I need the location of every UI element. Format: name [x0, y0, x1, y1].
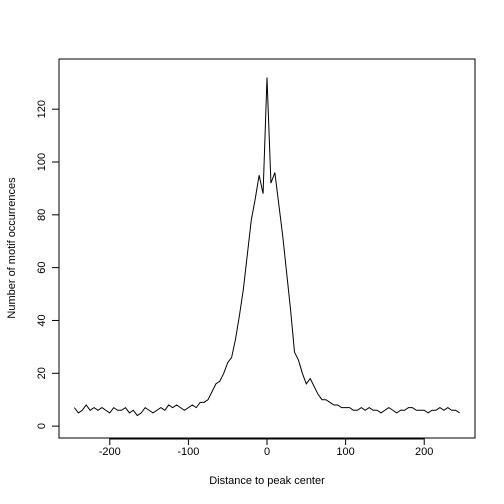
- y-tick-label: 120: [36, 100, 48, 118]
- x-tick-label: 200: [415, 446, 433, 458]
- y-tick-label: 60: [36, 262, 48, 274]
- x-tick-label: -200: [99, 446, 121, 458]
- x-tick-label: -100: [177, 446, 199, 458]
- x-axis-label: Distance to peak center: [209, 475, 325, 487]
- data-line: [74, 77, 460, 417]
- y-tick-label: 0: [36, 423, 48, 429]
- y-tick-label: 100: [36, 153, 48, 171]
- x-tick-label: 100: [336, 446, 354, 458]
- x-tick-label: 0: [264, 446, 270, 458]
- y-axis-label: Number of motif occurrences: [6, 177, 18, 319]
- plot-box: [58, 58, 476, 439]
- y-tick-label: 40: [36, 314, 48, 326]
- y-tick-label: 20: [36, 367, 48, 379]
- y-tick-label: 80: [36, 209, 48, 221]
